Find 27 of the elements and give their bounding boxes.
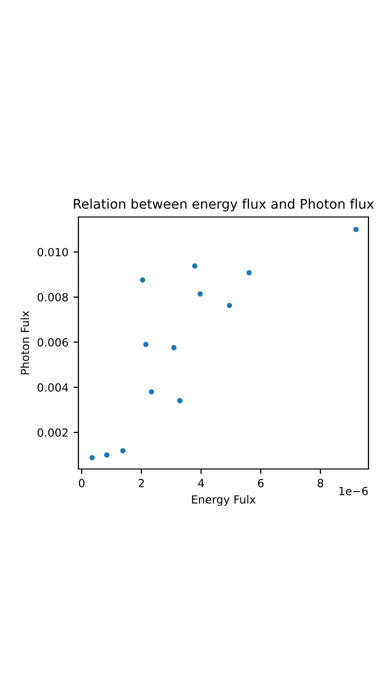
- y-axis-title: Photon Fulx: [20, 310, 30, 374]
- point: [143, 342, 148, 348]
- x-tick-label: 2: [138, 478, 144, 488]
- x-tick-label: 8: [318, 478, 324, 488]
- x-tick-label: 6: [258, 478, 264, 488]
- x-tick-label: 4: [198, 479, 204, 488]
- point: [177, 398, 182, 404]
- point: [192, 263, 198, 269]
- x-axis-title: Energy Fulx: [192, 495, 256, 506]
- point: [140, 277, 146, 283]
- chart-title: Relation between energy flux and Photon flux: [74, 198, 374, 212]
- point: [246, 270, 252, 276]
- point: [353, 226, 359, 232]
- point: [120, 448, 126, 454]
- point: [90, 455, 95, 460]
- point: [148, 389, 154, 394]
- point: [104, 452, 110, 458]
- point: [198, 291, 203, 297]
- point: [226, 302, 232, 308]
- y-tick-label: 0.002: [38, 428, 68, 437]
- y-tick-label: 0.010: [38, 248, 68, 256]
- text: 1e−6: [339, 486, 368, 496]
- x-tick-label: 0: [78, 478, 84, 488]
- y-tick-label: 0.006: [38, 338, 68, 347]
- y-tick-label: 0.004: [38, 383, 68, 392]
- point: [171, 345, 176, 350]
- y-tick-label: 0.008: [38, 293, 68, 302]
